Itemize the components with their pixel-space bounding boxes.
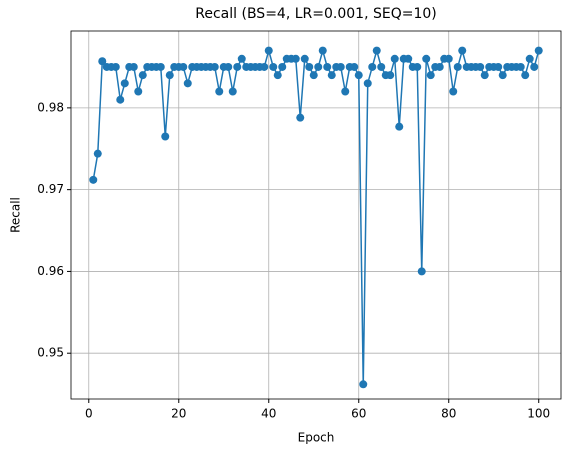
data-point [350,62,359,71]
data-point [138,71,147,80]
data-line [92,47,540,385]
data-point [386,71,395,80]
data-point [269,62,278,71]
data-point [480,71,489,80]
data-point [305,62,314,71]
data-point [318,46,327,55]
x-axis-label: Epoch [298,431,335,445]
y-axis-label: Recall [9,197,23,233]
data-point [494,62,503,71]
data-point [210,62,219,71]
x-tick-label: 60 [351,407,366,421]
data-point [156,62,165,71]
data-point [413,62,422,71]
x-tick-label: 100 [527,407,550,421]
data-point [237,54,246,63]
chart-title: Recall (BS=4, LR=0.001, SEQ=10) [195,6,436,22]
data-point [516,62,525,71]
data-point [260,62,269,71]
plot-frame [70,30,562,400]
data-point [404,54,413,63]
data-point [228,87,237,96]
x-tick-label: 40 [261,407,276,421]
data-point [116,95,125,104]
data-point [363,79,372,88]
data-point [134,87,143,96]
data-point [278,62,287,71]
data-point [224,62,233,71]
data-point [165,71,174,80]
data-point [444,54,453,63]
data-point [534,46,543,55]
data-point [161,132,170,141]
data-point [354,71,363,80]
data-point [530,62,539,71]
data-point [372,46,381,55]
data-point [98,57,107,66]
data-point [422,54,431,63]
data-point [233,62,242,71]
data-point [111,62,120,71]
data-point [395,122,404,131]
data-point [309,71,318,80]
x-tick-label: 0 [85,407,93,421]
data-point [498,71,507,80]
data-point [521,71,530,80]
x-tick-label: 80 [441,407,456,421]
data-point [120,79,129,88]
data-point [435,62,444,71]
data-point [323,62,332,71]
data-point [129,62,138,71]
data-point [264,46,273,55]
data-point [215,87,224,96]
data-point [336,62,345,71]
data-point [458,46,467,55]
data-point [93,149,102,158]
data-point [426,71,435,80]
data-point [291,54,300,63]
data-point [314,62,323,71]
data-point [273,71,282,80]
data-point [449,87,458,96]
y-tick-label: 0.96 [37,264,64,278]
data-point [359,380,368,389]
data-point [476,62,485,71]
data-point [179,62,188,71]
data-point [300,54,309,63]
data-point [377,62,386,71]
data-point [417,267,426,276]
data-point [296,113,305,122]
data-point [327,71,336,80]
y-tick-label: 0.97 [37,182,64,196]
y-tick-label: 0.98 [37,100,64,114]
x-tick-label: 20 [171,407,186,421]
data-point [368,62,377,71]
data-point [89,175,98,184]
data-point [183,79,192,88]
data-point [453,62,462,71]
data-point [390,54,399,63]
data-point [341,87,350,96]
data-point [525,54,534,63]
y-tick-label: 0.95 [37,346,64,360]
